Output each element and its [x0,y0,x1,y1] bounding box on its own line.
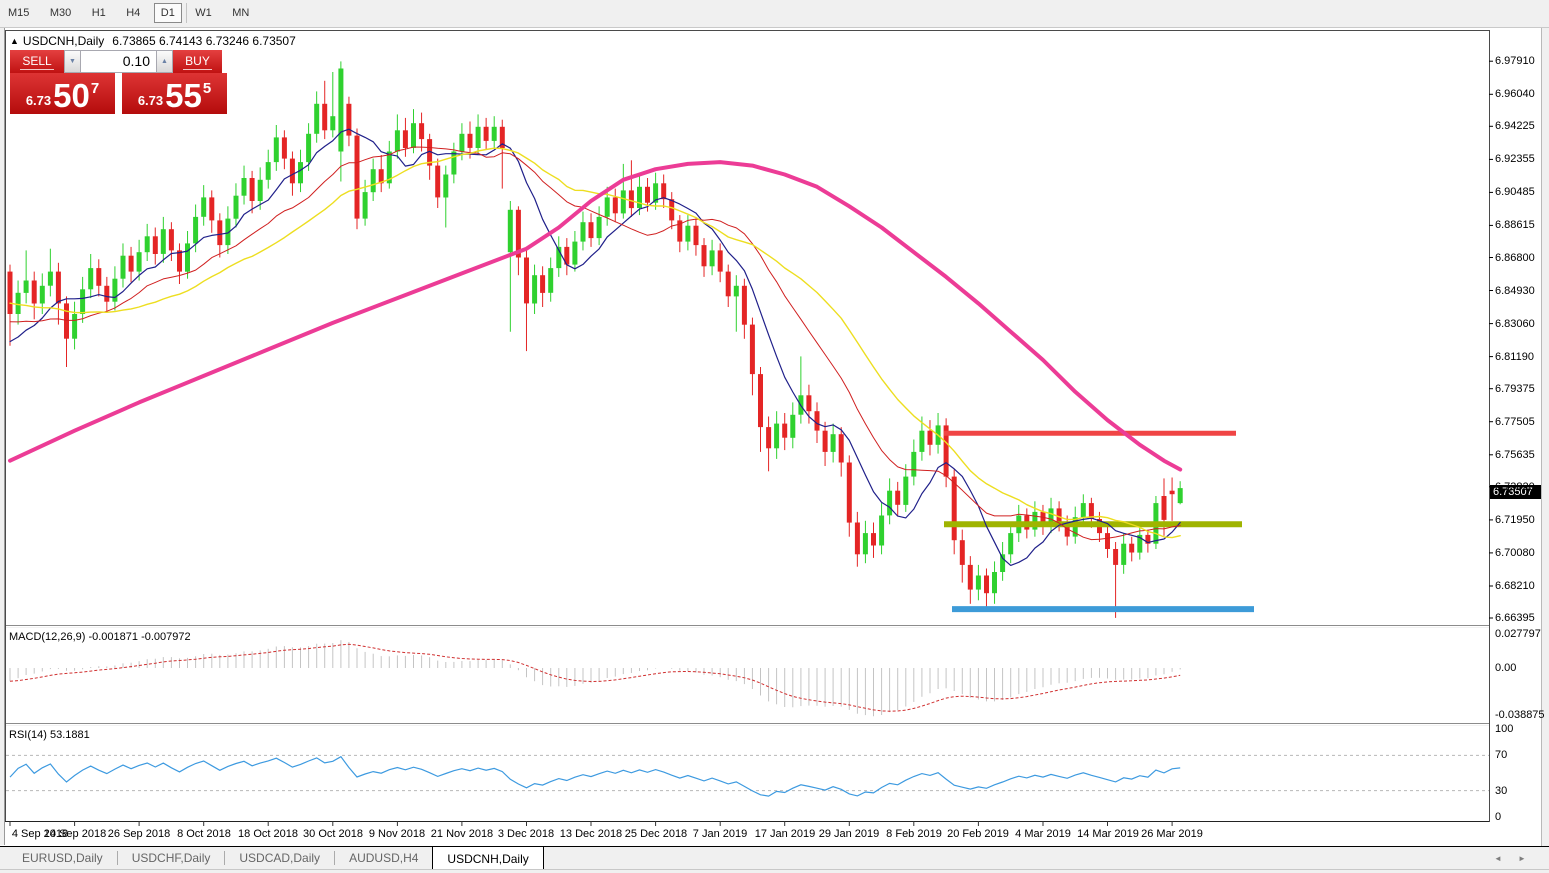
lot-increase-button[interactable]: ▲ [156,50,173,73]
macd-axis-label: -0.038875 [1495,709,1545,721]
price-axis-label: 6.84930 [1495,285,1535,297]
current-price-tag: 6.73507 [1490,485,1541,499]
date-axis-label: 8 Oct 2018 [177,828,231,840]
ma-slow-yellow [9,147,1181,539]
tab-eurusd-daily[interactable]: EURUSD,Daily [8,851,118,865]
timeframe-h4-button[interactable]: H4 [126,7,141,19]
tab-scroll-left-icon[interactable]: ◄ [1494,854,1502,863]
rsi-line [9,755,1181,797]
rsi-axis-label: 0 [1495,811,1502,823]
date-axis-label: 25 Dec 2018 [624,828,688,840]
date-axis-label: 13 Dec 2018 [559,828,623,840]
price-axis-label: 6.90485 [1495,186,1535,198]
window-right-edge [1541,28,1549,868]
tab-usdcnh-daily[interactable]: USDCNH,Daily [432,846,544,869]
date-axis-label: 9 Nov 2018 [368,828,426,840]
price-axis-label: 6.88615 [1495,219,1535,231]
chart-title: ▲ USDCNH,Daily 6.73865 6.74143 6.73246 6.7… [10,34,296,48]
date-axis-label: 18 Oct 2018 [238,828,298,840]
timeframe-toolbar: M15 M30 H1 H4 D1 W1 MN [0,0,1549,28]
sell-price-base: 6.73 [25,93,52,108]
tab-audusd-h4[interactable]: AUDUSD,H4 [349,851,419,865]
date-axis-label: 30 Oct 2018 [303,828,363,840]
date-axis-label: 21 Nov 2018 [430,828,494,840]
price-axis-label: 6.75635 [1495,449,1535,461]
buy-price-display[interactable]: 6.73 55 5 [122,73,227,114]
timeframe-m15-button[interactable]: M15 [8,7,30,19]
chart-tab-bar: EURUSD,Daily USDCHF,Daily USDCAD,Daily A… [0,846,1549,869]
timeframe-h1-button[interactable]: H1 [91,7,106,19]
date-axis-label: 14 Sep 2018 [43,828,107,840]
ma-mid-red [9,146,1181,541]
tab-usdcad-daily[interactable]: USDCAD,Daily [225,851,336,865]
rsi-axis-label: 30 [1495,785,1508,797]
date-axis-label: 14 Mar 2019 [1077,828,1139,840]
timeframe-mn-button[interactable]: MN [232,7,250,19]
macd-indicator-label: MACD(12,26,9) -0.001871 -0.007972 [9,631,191,643]
price-axis-label: 6.81190 [1495,351,1534,363]
rsi-axis-label: 100 [1495,723,1514,735]
date-axis-label: 29 Jan 2019 [818,828,880,840]
one-click-trading-widget: SELL ▼ 0.10 ▲ BUY 6.73 50 7 6.73 55 5 [10,50,227,114]
buy-price-base: 6.73 [137,93,164,108]
date-axis-label: 8 Feb 2019 [886,828,942,840]
timeframe-d1-button[interactable]: D1 [153,3,182,23]
buy-price-pips: 55 [165,77,202,114]
ma-trend-magenta [8,160,1183,472]
sell-price-display[interactable]: 6.73 50 7 [10,73,115,114]
price-axis-label: 6.70080 [1495,547,1535,559]
timeframe-w1-button[interactable]: W1 [195,7,212,19]
chart-ohlc-values: 6.73865 6.74143 6.73246 6.73507 [112,34,296,48]
date-axis-label: 20 Feb 2019 [947,828,1009,840]
toolbar-separator [186,3,187,23]
date-axis-label: 4 Mar 2019 [1015,828,1071,840]
rsi-indicator-label: RSI(14) 53.1881 [9,729,90,741]
sell-price-point: 7 [90,80,100,97]
price-axis-label: 6.83060 [1495,318,1535,330]
date-axis-label: 4 Sep 2018 [11,828,69,840]
date-axis-label: 17 Jan 2019 [754,828,816,840]
collapse-triangle-icon[interactable]: ▲ [10,36,19,46]
buy-price-point: 5 [202,80,212,97]
rsi-axis-label: 70 [1495,749,1508,761]
date-axis-label: 26 Mar 2019 [1141,828,1203,840]
lot-size-input[interactable]: 0.10 [81,50,156,73]
window-left-edge [0,28,5,845]
macd-axis-label: 0.027797 [1495,628,1541,640]
status-bar [0,869,1549,873]
macd-signal-line [9,643,1181,712]
date-axis-label: 3 Dec 2018 [497,828,555,840]
price-axis-label: 6.79375 [1495,383,1535,395]
price-axis-label: 6.66395 [1495,612,1535,624]
ma-fast-navy [9,128,1181,567]
lot-decrease-button[interactable]: ▼ [64,50,81,73]
price-axis-label: 6.94225 [1495,120,1535,132]
date-axis-label: 7 Jan 2019 [692,828,748,840]
sell-button[interactable]: SELL [10,50,64,73]
chart-symbol-period: USDCNH,Daily [22,34,105,48]
sell-price-pips: 50 [53,77,90,114]
bear-candles [7,103,1175,594]
price-axis-label: 6.86800 [1495,252,1535,264]
tab-scroll-right-icon[interactable]: ► [1518,854,1526,863]
price-axis-label: 6.77505 [1495,416,1535,428]
buy-button[interactable]: BUY [173,50,222,73]
price-axis-label: 6.73820 [1495,481,1535,493]
date-axis-label: 26 Sep 2018 [107,828,171,840]
price-axis-label: 6.71950 [1495,514,1535,526]
price-axis-label: 6.97910 [1495,55,1535,67]
tab-usdchf-daily[interactable]: USDCHF,Daily [118,851,226,865]
timeframe-m30-button[interactable]: M30 [49,7,72,19]
price-axis-label: 6.92355 [1495,153,1535,165]
price-axis-label: 6.68210 [1495,580,1535,592]
macd-axis-label: 0.00 [1495,662,1517,674]
price-axis-label: 6.96040 [1495,88,1535,100]
